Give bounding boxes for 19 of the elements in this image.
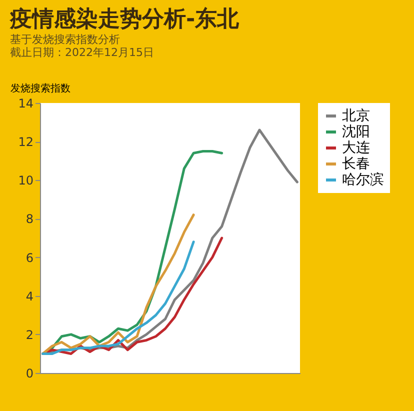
y-tick-label: 0 bbox=[26, 366, 34, 380]
y-tick-label: 4 bbox=[26, 289, 34, 304]
legend-label: 北京 bbox=[342, 108, 370, 124]
y-tick-label: 12 bbox=[18, 135, 34, 150]
line-series bbox=[42, 214, 195, 355]
y-tick-label: 2 bbox=[26, 328, 34, 342]
y-tick-label: 8 bbox=[26, 212, 34, 226]
y-tick-label: 10 bbox=[18, 174, 34, 188]
text: 截止日期：2022年12月15日 bbox=[10, 46, 154, 59]
legend-label: 哈尔滨 bbox=[342, 172, 384, 188]
y-axis-title: 发烧搜索指数 bbox=[10, 82, 70, 94]
legend-label: 大连 bbox=[342, 140, 370, 156]
y-tick-label: 6 bbox=[26, 250, 34, 265]
legend-label: 长春 bbox=[342, 156, 370, 172]
y-tick-label: 14 bbox=[18, 96, 34, 110]
legend-label: 沈阳 bbox=[342, 124, 370, 140]
line-series bbox=[42, 240, 195, 355]
chart-title: 疫情感染走势分析-东北 bbox=[9, 6, 240, 32]
chart-subtitle: 基于发烧搜索指数分析 bbox=[10, 33, 120, 46]
